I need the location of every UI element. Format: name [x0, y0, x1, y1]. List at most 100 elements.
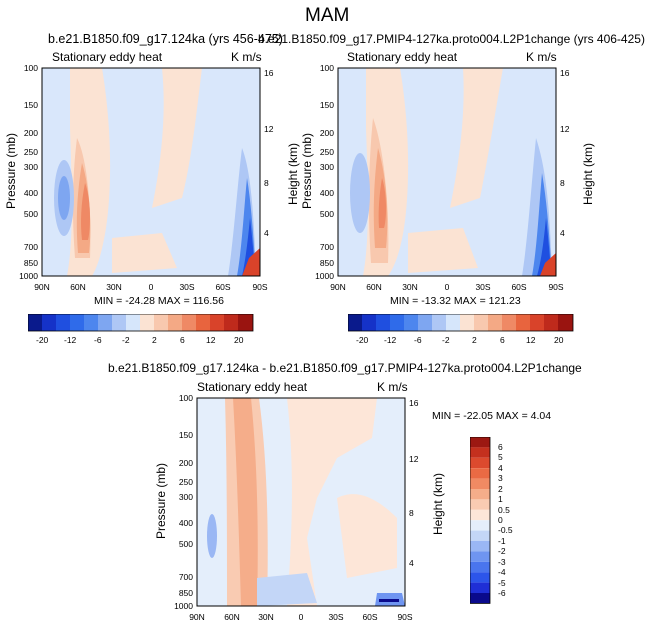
ytick-right-8: 8: [560, 178, 565, 188]
cbar-swatch: [470, 489, 490, 500]
cbar-swatch: [470, 478, 490, 489]
left-string-difference: Stationary eddy heat: [197, 380, 308, 394]
ytick-right-12: 12: [409, 454, 419, 464]
cbar-swatch: [210, 314, 224, 331]
ytick-1000: 1000: [315, 271, 334, 281]
cbar-swatch: [470, 582, 490, 593]
cbar-label: 6: [500, 335, 505, 345]
cbar-label: 3: [498, 473, 503, 483]
ytick-right-8: 8: [409, 508, 414, 518]
cbar-swatch: [470, 447, 490, 458]
ytick-150: 150: [24, 100, 38, 110]
cbar-swatch: [168, 314, 182, 331]
heatmap-difference: 100 150 200 250 300 400 500 700 850 1000…: [174, 393, 419, 622]
cbar-swatch: [544, 314, 558, 331]
main-title: MAM: [305, 5, 350, 26]
ytick-100: 100: [24, 63, 38, 73]
cbar-swatch: [470, 509, 490, 521]
cbar-label: 2: [472, 335, 477, 345]
xtick-30N: 30N: [402, 282, 418, 292]
xtick-90N: 90N: [189, 612, 205, 622]
stats-difference: MIN = -22.05 MAX = 4.04: [432, 410, 552, 422]
cbar-swatch: [470, 541, 490, 552]
cbar-label: -12: [384, 335, 397, 345]
cbar-swatch: [470, 457, 490, 469]
ytick-250: 250: [179, 477, 193, 487]
cbar-swatch: [470, 499, 490, 510]
xtick-60N: 60N: [224, 612, 240, 622]
ytick-400: 400: [320, 188, 334, 198]
cbar-label: -3: [498, 557, 506, 567]
panel-title-experiment: b.e21.B1850.f09_g17.PMIP4-127ka.proto004…: [258, 32, 645, 46]
colorbar-control: [28, 314, 254, 332]
ytick-300: 300: [320, 162, 334, 172]
ytick-250: 250: [320, 147, 334, 157]
xtick-0: 0: [299, 612, 304, 622]
ytick-100: 100: [320, 63, 334, 73]
cbar-label: 0.5: [498, 505, 510, 515]
xtick-90N: 90N: [34, 282, 50, 292]
cbar-label: -6: [498, 588, 506, 598]
ytick-200: 200: [24, 128, 38, 138]
xtick-90S: 90S: [397, 612, 412, 622]
xtick-0: 0: [149, 282, 154, 292]
cbar-label: 6: [498, 442, 503, 452]
ytick-right-16: 16: [409, 398, 419, 408]
xtick-30S: 30S: [475, 282, 490, 292]
xtick-90N: 90N: [330, 282, 346, 292]
cbar-label: 12: [206, 335, 216, 345]
cbar-label: 20: [554, 335, 564, 345]
ytick-1000: 1000: [174, 601, 193, 611]
cbar-label: -6: [414, 335, 422, 345]
cbar-swatch: [56, 314, 70, 331]
negative-contour-05: [197, 398, 227, 606]
cbar-swatch: [182, 314, 196, 331]
cbar-label: 5: [498, 452, 503, 462]
cbar-swatch: [98, 314, 112, 331]
cbar-label: 6: [180, 335, 185, 345]
cbar-swatch: [224, 314, 238, 331]
xtick-30N: 30N: [258, 612, 274, 622]
ytick-400: 400: [179, 518, 193, 528]
positive-contour-20: [378, 178, 387, 228]
cbar-label: 2: [498, 484, 503, 494]
ytick-200: 200: [179, 458, 193, 468]
ytick-right-4: 4: [560, 228, 565, 238]
ytick-850: 850: [24, 258, 38, 268]
cbar-swatch: [362, 314, 376, 331]
negative-contour-2: [350, 153, 370, 233]
colorbar-difference: [470, 437, 491, 604]
ytick-500: 500: [320, 209, 334, 219]
cbar-swatch: [196, 314, 210, 331]
negative-contour-min: [379, 599, 399, 602]
cbar-swatch: [112, 314, 126, 331]
xtick-60N: 60N: [366, 282, 382, 292]
plot-frame: [337, 67, 557, 277]
negative-contour-05-low: [257, 573, 317, 606]
cbar-swatch: [446, 314, 460, 331]
cbar-swatch: [348, 314, 362, 331]
ytick-300: 300: [179, 492, 193, 502]
cbar-swatch: [470, 551, 490, 562]
positive-contour-low: [112, 233, 177, 273]
stats-control: MIN = -24.28 MAX = 116.56: [94, 295, 224, 307]
positive-contour-05-mid: [337, 494, 397, 578]
xtick-60S: 60S: [511, 282, 526, 292]
ytick-300: 300: [24, 162, 38, 172]
positive-contour-2: [233, 398, 258, 606]
xtick-60S: 60S: [215, 282, 230, 292]
positive-contour-weak: [152, 68, 202, 208]
cbar-swatch: [432, 314, 446, 331]
ytick-700: 700: [24, 242, 38, 252]
left-string-experiment: Stationary eddy heat: [347, 50, 458, 64]
cbar-label: -4: [498, 567, 506, 577]
cbar-swatch: [42, 314, 56, 331]
xtick-60S: 60S: [362, 612, 377, 622]
plot-frame: [41, 67, 261, 277]
stats-experiment: MIN = -13.32 MAX = 121.23: [390, 295, 521, 307]
ytick-right-8: 8: [264, 178, 269, 188]
cbar-swatch: [460, 314, 474, 331]
cbar-swatch: [488, 314, 502, 331]
ytick-right-4: 4: [409, 558, 414, 568]
xtick-90S: 90S: [548, 282, 563, 292]
